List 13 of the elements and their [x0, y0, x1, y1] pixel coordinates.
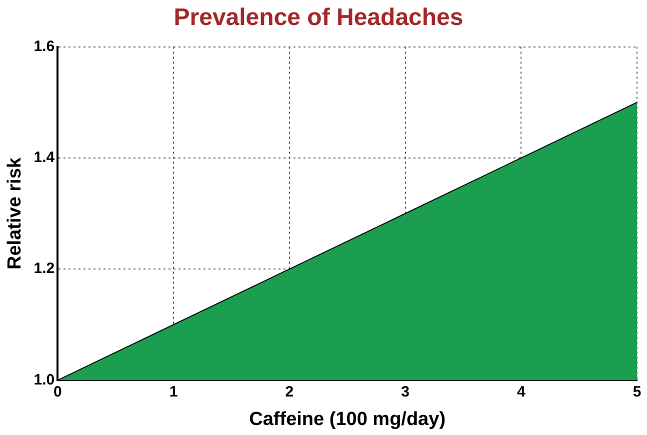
- y-tick-label: 1.2: [34, 260, 55, 278]
- x-tick-label: 4: [516, 383, 526, 400]
- y-tick-label: 1.6: [34, 38, 55, 55]
- chart-title: Prevalence of Headaches: [174, 4, 464, 32]
- x-tick-label: 3: [401, 383, 410, 400]
- x-axis-title: Caffeine (100 mg/day): [249, 408, 446, 430]
- y-tick-label: 1.4: [34, 149, 56, 166]
- x-tick-label: 2: [285, 383, 294, 400]
- x-tick-label: 0: [53, 383, 62, 400]
- y-tick-label: 1.0: [34, 371, 55, 388]
- y-axis-title: Relative risk: [4, 157, 26, 270]
- x-tick-label: 5: [632, 383, 642, 400]
- x-tick-label: 1: [169, 383, 178, 400]
